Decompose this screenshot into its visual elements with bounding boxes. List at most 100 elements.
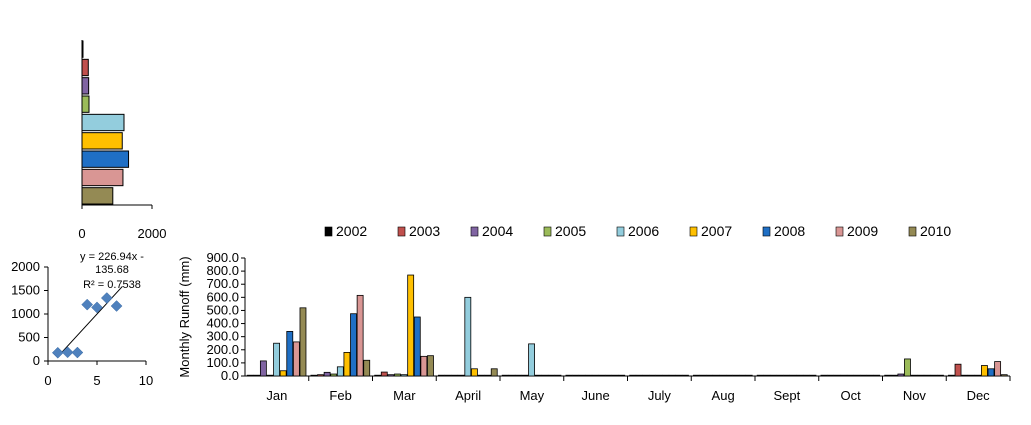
monthly-bar-feb-2009 bbox=[356, 294, 364, 377]
monthly-bar-jan-2009 bbox=[292, 341, 300, 377]
monthly-bar-june-2008 bbox=[605, 374, 612, 377]
monthly-bar-jan-2005 bbox=[266, 374, 274, 377]
monthly-y-axis-label: Monthly Runoff (mm) bbox=[177, 256, 192, 377]
monthly-bar-july-2005 bbox=[649, 374, 656, 377]
monthly-bar-may-2007 bbox=[534, 374, 542, 377]
scatter-y-tick-label: 0 bbox=[33, 353, 40, 368]
monthly-bar-dec-2006 bbox=[974, 374, 982, 377]
monthly-bar-oct-2008 bbox=[860, 374, 867, 377]
legend-swatch-2003 bbox=[397, 226, 406, 237]
monthly-bar-mar-2010 bbox=[427, 355, 434, 377]
monthly-bar-dec-2008 bbox=[987, 368, 995, 377]
monthly-bar-may-2002 bbox=[501, 374, 509, 377]
monthly-bar-nov-2005 bbox=[904, 358, 911, 377]
monthly-bar-nov-2008 bbox=[923, 374, 931, 377]
scatter-y-tick-label: 1500 bbox=[11, 283, 40, 298]
monthly-bar-dec-2010 bbox=[1000, 374, 1008, 377]
monthly-bar-july-2008 bbox=[668, 374, 676, 377]
monthly-bar-nov-2007 bbox=[917, 374, 925, 377]
legend-label-2010: 2010 bbox=[920, 223, 951, 239]
monthly-bar-june-2006 bbox=[591, 374, 599, 377]
monthly-bar-dec-2002 bbox=[948, 374, 955, 377]
hbar-bar-2004 bbox=[81, 77, 90, 95]
scatter-point bbox=[91, 301, 103, 314]
monthly-bar-aug-2003 bbox=[699, 374, 707, 377]
scatter-trendline bbox=[57, 285, 123, 358]
monthly-bar-jan-2010 bbox=[299, 307, 307, 377]
monthly-bar-oct-2009 bbox=[866, 374, 874, 377]
legend-swatch-2006 bbox=[616, 226, 625, 237]
monthly-x-tick-label: Mar bbox=[393, 388, 416, 403]
legend-label-2007: 2007 bbox=[701, 223, 732, 239]
legend-label-2006: 2006 bbox=[628, 223, 659, 239]
trendline-equation-text: R² = 0.7538 bbox=[83, 279, 141, 291]
monthly-bar-sept-2004 bbox=[769, 374, 777, 377]
monthly-bar-jan-2004 bbox=[259, 360, 267, 377]
monthly-bar-july-2009 bbox=[675, 374, 683, 377]
legend-swatch-2009 bbox=[835, 226, 844, 237]
monthly-bar-april-2005 bbox=[457, 374, 465, 377]
scatter-point bbox=[81, 298, 94, 311]
monthly-bar-aug-2002 bbox=[693, 374, 700, 377]
monthly-bar-jan-2007 bbox=[279, 370, 287, 377]
monthly-bar-aug-2008 bbox=[732, 374, 740, 377]
monthly-bar-aug-2010 bbox=[745, 374, 753, 377]
monthly-bar-july-2004 bbox=[642, 374, 650, 377]
monthly-y-tick-label: 200.0 bbox=[206, 342, 239, 357]
monthly-bar-dec-2007 bbox=[981, 365, 988, 377]
monthly-y-tick-label: 100.0 bbox=[206, 355, 239, 370]
scatter-y-tick-label: 500 bbox=[18, 330, 40, 345]
scatter-x-tick-label: 10 bbox=[139, 373, 153, 388]
monthly-y-tick-label: 900.0 bbox=[206, 250, 239, 265]
scatter-point bbox=[61, 346, 74, 359]
monthly-x-tick-label: Oct bbox=[841, 388, 862, 403]
monthly-bar-may-2003 bbox=[508, 374, 516, 377]
monthly-bar-mar-2004 bbox=[387, 374, 395, 377]
legend-label-2005: 2005 bbox=[555, 223, 586, 239]
hbar-bar-2009 bbox=[81, 168, 124, 187]
monthly-bar-july-2006 bbox=[655, 374, 663, 377]
legend-swatch-2010 bbox=[908, 226, 917, 237]
monthly-bar-jan-2003 bbox=[253, 374, 261, 377]
monthly-bar-mar-2006 bbox=[400, 374, 408, 377]
monthly-x-tick-label: Sept bbox=[774, 388, 801, 403]
monthly-bar-july-2002 bbox=[629, 374, 637, 377]
monthly-bar-oct-2002 bbox=[820, 374, 828, 377]
hbar-x-tick-label: 2000 bbox=[138, 226, 167, 241]
monthly-bar-april-2008 bbox=[477, 374, 485, 377]
monthly-bar-feb-2006 bbox=[336, 366, 344, 377]
monthly-bar-nov-2004 bbox=[897, 373, 905, 377]
legend-swatch-2008 bbox=[762, 226, 771, 237]
monthly-bar-dec-2009 bbox=[994, 361, 1002, 377]
monthly-runoff-bar-chart: 0.0100.0200.0300.0400.0500.0600.0700.080… bbox=[177, 223, 1011, 403]
monthly-bar-may-2006 bbox=[528, 343, 535, 377]
hbar-bar-2007 bbox=[81, 132, 123, 150]
monthly-bar-oct-2007 bbox=[853, 374, 861, 377]
monthly-bar-june-2005 bbox=[585, 374, 593, 377]
monthly-bar-aug-2004 bbox=[706, 374, 714, 377]
monthly-y-tick-label: 400.0 bbox=[206, 316, 239, 331]
monthly-bar-sept-2006 bbox=[783, 374, 790, 377]
monthly-bar-nov-2009 bbox=[930, 374, 938, 377]
monthly-bar-june-2002 bbox=[565, 374, 573, 377]
hbar-bar-2006 bbox=[81, 113, 125, 132]
scatter-y-tick-label: 2000 bbox=[11, 259, 40, 274]
monthly-x-tick-label: April bbox=[455, 388, 481, 403]
monthly-x-tick-label: Nov bbox=[903, 388, 927, 403]
monthly-bar-oct-2003 bbox=[827, 374, 834, 377]
scatter-y-tick-label: 1000 bbox=[11, 306, 40, 321]
monthly-bar-feb-2002 bbox=[310, 374, 318, 377]
monthly-bar-sept-2002 bbox=[756, 374, 764, 377]
monthly-bar-feb-2010 bbox=[363, 359, 371, 377]
monthly-bar-april-2003 bbox=[444, 374, 452, 377]
monthly-bar-mar-2002 bbox=[374, 374, 382, 377]
monthly-bar-aug-2006 bbox=[719, 374, 727, 377]
hbar-x-tick-label: 0 bbox=[78, 226, 85, 241]
legend-label-2008: 2008 bbox=[774, 223, 805, 239]
regression-scatter-chart: 0 500 1000 1500 2000 0 5 10 y = 226.94x -135.68 R… bbox=[11, 251, 153, 388]
hbar-bar-2002 bbox=[81, 40, 84, 58]
monthly-bar-nov-2006 bbox=[910, 374, 918, 377]
hbar-bar-2010 bbox=[81, 187, 114, 205]
hbar-bar-2005 bbox=[81, 95, 90, 113]
